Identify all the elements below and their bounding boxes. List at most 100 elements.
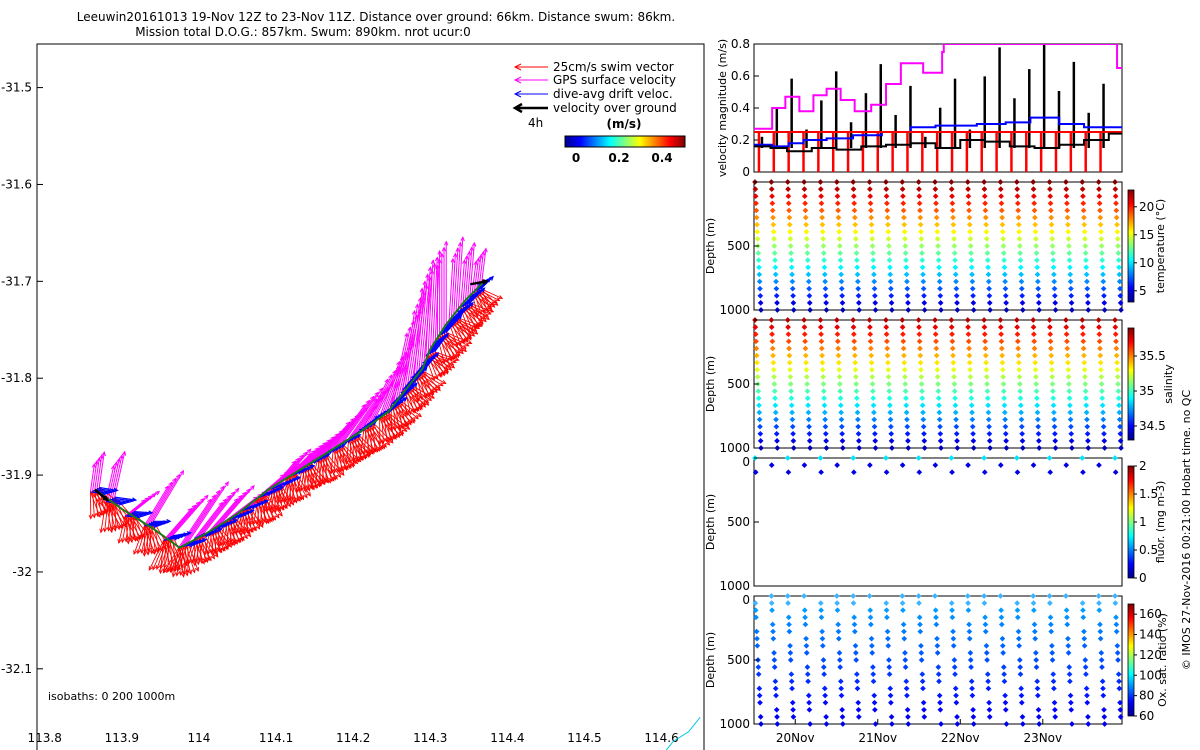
profile-sample	[970, 714, 977, 720]
profile-sample	[985, 409, 992, 416]
profile-sample	[854, 271, 861, 278]
velocity-series-line	[754, 116, 1122, 148]
profile-sample	[872, 292, 878, 299]
profile-sample	[768, 593, 775, 599]
profile-sample	[986, 300, 993, 306]
profile-sample	[999, 359, 1006, 366]
profile-sample	[1032, 228, 1039, 235]
profile-sample	[790, 292, 796, 299]
profile-sample	[964, 179, 971, 185]
profile-sample	[752, 324, 759, 330]
profile-sample	[802, 614, 808, 621]
profile-sample	[1068, 292, 1075, 299]
profile-sample	[1115, 250, 1122, 256]
profile-sample	[1066, 388, 1073, 394]
profile-sample	[833, 317, 840, 323]
profile-sample	[998, 331, 1004, 338]
profile-sample	[1064, 621, 1071, 628]
profile-sample	[884, 338, 890, 345]
profile-sample	[1051, 271, 1057, 278]
colorbar-tick-label: 34.5	[1139, 419, 1166, 433]
profile-sample	[1015, 352, 1022, 359]
profile-sample	[985, 416, 992, 423]
profile-sample	[1033, 657, 1040, 663]
profile-sample	[786, 207, 792, 214]
swim-vector	[280, 476, 290, 504]
profile-sample	[785, 324, 791, 330]
profile-sample	[1002, 285, 1009, 292]
profile-sample	[1084, 423, 1091, 430]
profile-sample	[981, 179, 987, 185]
profile-sample	[1079, 600, 1086, 606]
profile-sample	[1034, 678, 1041, 685]
drift-vector	[264, 486, 285, 495]
profile-sample	[949, 345, 956, 352]
profile-sample	[997, 324, 1004, 330]
profile-sample	[1014, 331, 1021, 338]
gps-vector	[462, 254, 469, 307]
profile-sample	[902, 664, 909, 670]
swim-vector	[249, 506, 257, 532]
profile-sample	[871, 416, 878, 423]
profile-sample	[999, 228, 1006, 235]
profile-sample	[887, 685, 894, 692]
profile-sample	[917, 345, 923, 352]
swim-vector	[341, 443, 354, 468]
profile-sample	[1067, 416, 1074, 423]
profile-sample	[853, 374, 859, 380]
profile-sample	[950, 228, 957, 235]
profile-sample	[1016, 366, 1022, 373]
drift-vector	[172, 531, 192, 537]
swim-vector	[200, 534, 208, 563]
profile-sample	[886, 671, 893, 678]
profile-sample	[770, 221, 777, 228]
temperature-ylabel: Depth (m)	[704, 218, 717, 274]
profile-sample	[1016, 642, 1022, 649]
swim-vector	[124, 513, 130, 543]
profile-sample	[999, 221, 1006, 228]
profile-sample	[807, 445, 813, 451]
profile-sample	[886, 250, 893, 256]
profile-sample	[904, 285, 911, 292]
profile-sample	[1098, 228, 1104, 235]
profile-sample	[806, 699, 812, 706]
profile-sample	[1050, 257, 1057, 264]
profile-sample	[837, 402, 844, 409]
gps-vector	[392, 326, 412, 404]
profile-sample	[801, 607, 808, 614]
profile-sample	[1017, 257, 1024, 264]
profile-sample	[1048, 359, 1055, 366]
swim-vector	[324, 454, 334, 483]
swim-vector	[457, 317, 479, 335]
profile-sample	[1015, 359, 1022, 366]
profile-sample	[768, 317, 775, 323]
profile-sample	[868, 359, 875, 366]
profile-sample	[966, 352, 973, 359]
profile-sample	[822, 430, 829, 437]
profile-sample	[934, 650, 941, 656]
profile-sample	[868, 221, 875, 228]
profile-sample	[901, 221, 908, 228]
profile-sample	[818, 193, 824, 200]
profile-sample	[852, 214, 858, 221]
profile-sample	[1080, 614, 1087, 621]
map-axes-frame	[36, 43, 705, 750]
swim-vector	[358, 426, 365, 457]
velocity-panel: 00.20.40.60.8 velocity magnitude (m/s)	[716, 37, 1123, 179]
profile-sample	[918, 381, 925, 387]
profile-sample	[965, 193, 972, 200]
profile-sample	[1112, 455, 1118, 461]
profile-sample	[1019, 714, 1026, 720]
profile-sample	[817, 600, 824, 606]
profile-sample	[790, 445, 797, 451]
profile-sample	[1032, 635, 1039, 642]
profile-sample	[921, 430, 927, 437]
profile-sample	[807, 721, 813, 727]
profile-sample	[969, 409, 975, 416]
profile-sample	[772, 264, 779, 271]
profile-sample	[1101, 307, 1108, 313]
profile-sample	[839, 714, 846, 720]
legend-arrowhead-drift	[513, 90, 522, 98]
profile-sample	[802, 621, 809, 628]
profile-sample	[1052, 430, 1058, 437]
